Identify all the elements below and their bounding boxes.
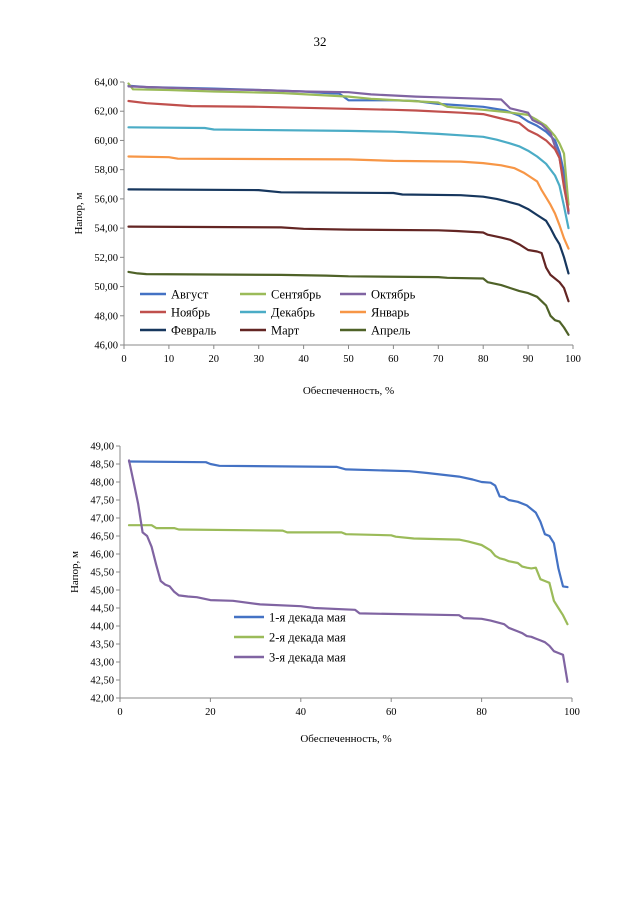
legend-label-9: Апрель [371, 324, 411, 338]
legend-label-1: 1-я декада мая [269, 611, 346, 625]
y-axis-title: Напор, м [73, 192, 85, 234]
series-line-5 [127, 126, 570, 230]
series-line-4 [127, 99, 570, 212]
series-line-3 [127, 459, 569, 683]
x-tick-label: 40 [298, 354, 309, 365]
x-tick-label: 40 [296, 707, 307, 718]
legend-label-3: Октябрь [371, 288, 416, 302]
legend-label-5: Декабрь [271, 306, 315, 320]
y-tick-label: 56,00 [94, 194, 118, 205]
series-line-1 [127, 460, 569, 589]
legend-label-8: Март [271, 324, 300, 338]
y-tick-label: 45,00 [90, 586, 114, 597]
y-tick-label: 60,00 [94, 136, 118, 147]
x-tick-label: 100 [565, 354, 581, 365]
y-tick-label: 42,50 [90, 676, 114, 687]
series-line-2 [127, 524, 569, 626]
x-tick-label: 0 [121, 354, 126, 365]
y-tick-label: 42,00 [90, 694, 114, 705]
y-tick-label: 43,50 [90, 640, 114, 651]
x-tick-label: 80 [478, 354, 489, 365]
y-tick-label: 49,00 [90, 442, 114, 453]
legend-label-4: Ноябрь [171, 306, 210, 320]
y-axis-title: Напор, м [69, 551, 81, 593]
legend-label-3: 3-я декада мая [269, 651, 346, 665]
chart-may-decades-head: 42,00 42,50 43,00 43,50 44,00 44,50 45,00 45,50… [69, 442, 580, 746]
x-tick-label: 30 [253, 354, 264, 365]
y-tick-label: 64,00 [94, 78, 118, 89]
y-tick-label: 43,00 [90, 658, 114, 669]
x-tick-label: 0 [117, 707, 122, 718]
legend-label-6: Январь [371, 306, 410, 320]
x-tick-label: 60 [386, 707, 397, 718]
x-tick-label: 20 [205, 707, 216, 718]
x-tick-label: 60 [388, 354, 399, 365]
x-tick-label: 90 [523, 354, 534, 365]
x-tick-label: 10 [164, 354, 175, 365]
y-tick-label: 48,50 [90, 460, 114, 471]
page-number: 32 [313, 34, 327, 49]
series-line-2 [127, 82, 570, 206]
x-tick-label: 20 [209, 354, 220, 365]
y-tick-label: 48,00 [90, 478, 114, 489]
y-tick-label: 48,00 [94, 311, 118, 322]
y-tick-label: 58,00 [94, 165, 118, 176]
x-tick-label: 50 [343, 354, 354, 365]
legend-label-1: Август [171, 288, 209, 302]
y-tick-label: 62,00 [94, 107, 118, 118]
y-tick-label: 44,00 [90, 622, 114, 633]
y-tick-label: 50,00 [94, 282, 118, 293]
x-tick-label: 100 [564, 707, 580, 718]
y-tick-label: 46,00 [94, 341, 118, 352]
series-line-9 [127, 270, 570, 336]
y-tick-label: 54,00 [94, 224, 118, 235]
series-line-6 [127, 155, 570, 250]
y-tick-label: 46,00 [90, 550, 114, 561]
legend-label-7: Февраль [171, 324, 216, 338]
y-tick-label: 47,00 [90, 514, 114, 525]
chart-monthly-head: 46,00 48,00 50,00 52,00 54,00 56,00 58,00 60,00… [73, 78, 581, 398]
series-line-3 [127, 85, 570, 215]
y-tick-label: 46,50 [90, 532, 114, 543]
x-tick-label: 70 [433, 354, 444, 365]
y-tick-label: 45,50 [90, 568, 114, 579]
x-axis-title: Обеспеченность, % [300, 733, 391, 745]
x-axis-title: Обеспеченность, % [303, 385, 394, 397]
legend-label-2: Сентябрь [271, 288, 321, 302]
x-tick-label: 80 [476, 707, 487, 718]
series-line-7 [127, 188, 570, 275]
series-line-8 [127, 225, 570, 303]
legend-label-2: 2-я декада мая [269, 631, 346, 645]
y-tick-label: 44,50 [90, 604, 114, 615]
y-tick-label: 52,00 [94, 253, 118, 264]
y-tick-label: 47,50 [90, 496, 114, 507]
